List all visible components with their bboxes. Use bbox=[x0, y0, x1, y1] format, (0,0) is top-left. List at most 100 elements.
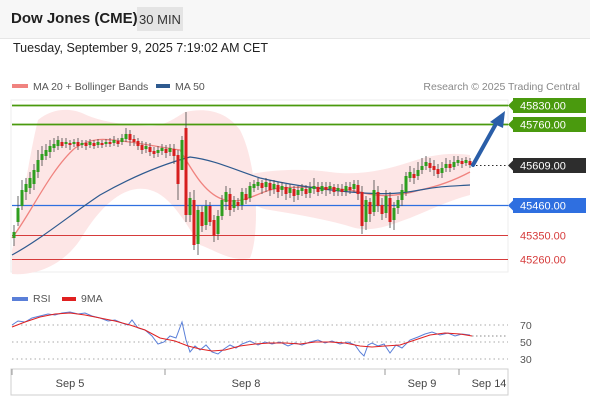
candle-body bbox=[336, 188, 340, 191]
level-label-45830.00: 45830.00 bbox=[520, 101, 566, 113]
candle-body bbox=[88, 142, 92, 145]
candle-body bbox=[152, 151, 156, 154]
candle-body bbox=[148, 147, 152, 152]
candle-body bbox=[20, 190, 24, 206]
candle-body bbox=[104, 142, 108, 144]
rsi-line bbox=[11, 311, 471, 357]
candle-body bbox=[200, 212, 204, 226]
candle-body bbox=[372, 190, 376, 212]
ma50-line bbox=[11, 156, 471, 256]
candle-body bbox=[216, 216, 220, 234]
candle-body bbox=[264, 182, 268, 187]
candle-body bbox=[44, 150, 48, 156]
candle-body bbox=[284, 187, 288, 194]
candle-body bbox=[80, 143, 84, 145]
candle-body bbox=[396, 200, 400, 208]
ma9-legend-label: 9MA bbox=[81, 293, 103, 305]
candle-body bbox=[236, 202, 240, 206]
candle-body bbox=[208, 206, 212, 222]
candle-body bbox=[468, 161, 472, 165]
level-label-45609.00: 45609.00 bbox=[520, 161, 566, 173]
chart-header: Dow Jones (CME) 30 MIN bbox=[0, 0, 590, 39]
candle-body bbox=[400, 190, 404, 200]
price-panel-frame bbox=[10, 99, 509, 273]
candle-body bbox=[140, 145, 144, 150]
candle-body bbox=[164, 149, 168, 153]
candle-body bbox=[124, 134, 128, 139]
bollinger-band-left bbox=[12, 109, 256, 275]
candle-body bbox=[300, 188, 304, 191]
candle-body bbox=[364, 200, 368, 222]
candle-body bbox=[112, 140, 116, 143]
candle-body bbox=[52, 144, 56, 148]
ma20-legend-swatch bbox=[12, 84, 28, 88]
ma9-legend-swatch bbox=[62, 297, 76, 301]
level-box-45460.00 bbox=[513, 198, 586, 213]
candle-body bbox=[32, 170, 36, 184]
candle-body bbox=[108, 142, 112, 144]
ma50-legend-swatch bbox=[156, 84, 170, 88]
candle-body bbox=[280, 186, 284, 190]
candle-body bbox=[144, 146, 148, 149]
candle-body bbox=[436, 169, 440, 174]
ma20-legend-label: MA 20 + Bollinger Bands bbox=[33, 81, 148, 93]
candle-body bbox=[120, 138, 124, 142]
candle-body bbox=[312, 186, 316, 189]
candle-body bbox=[184, 128, 188, 215]
candle-body bbox=[288, 188, 292, 193]
candle-body bbox=[224, 192, 228, 202]
candle-body bbox=[408, 172, 412, 178]
level-box-pointer bbox=[508, 160, 513, 171]
level-labels: 45830.00 45760.00 45609.00 45460.00 45350.00… bbox=[508, 98, 586, 267]
candle-body bbox=[172, 149, 176, 156]
rsi-50-label: 50 bbox=[520, 337, 532, 349]
candle-body bbox=[16, 208, 20, 222]
instrument-title: Dow Jones (CME) bbox=[11, 10, 138, 27]
candle-body bbox=[156, 150, 160, 153]
forecast-arrow-head bbox=[490, 111, 505, 128]
candle-body bbox=[244, 194, 248, 200]
candle-body bbox=[348, 187, 352, 190]
candle-body bbox=[412, 174, 416, 178]
candle-body bbox=[316, 187, 320, 192]
candle-body bbox=[48, 146, 52, 152]
candle-body bbox=[40, 154, 44, 160]
candle-body bbox=[424, 162, 428, 166]
candle-body bbox=[384, 196, 388, 213]
candle-body bbox=[252, 184, 256, 188]
candle-body bbox=[352, 184, 356, 189]
candle-body bbox=[240, 192, 244, 205]
candle-body bbox=[64, 142, 68, 144]
candle-body bbox=[24, 184, 28, 192]
candlesticks bbox=[12, 112, 472, 255]
candle-body bbox=[128, 134, 132, 140]
candle-body bbox=[420, 166, 424, 170]
candle-body bbox=[60, 142, 64, 146]
level-box-45760.00 bbox=[513, 117, 586, 132]
candle-body bbox=[308, 188, 312, 193]
rsi-legend-label: RSI bbox=[33, 293, 51, 305]
candle-body bbox=[268, 183, 272, 190]
ma9-line bbox=[11, 312, 473, 352]
candle-body bbox=[76, 142, 80, 146]
level-label-45460.00: 45460.00 bbox=[520, 201, 566, 213]
level-box-pointer bbox=[508, 100, 513, 111]
candle-body bbox=[464, 160, 468, 163]
candle-body bbox=[304, 189, 308, 194]
candle-body bbox=[272, 184, 276, 189]
candle-body bbox=[344, 186, 348, 191]
candle-body bbox=[28, 178, 32, 188]
interval-button[interactable]: 30 MIN bbox=[137, 7, 183, 31]
candle-body bbox=[12, 232, 16, 238]
level-lines bbox=[12, 104, 508, 260]
candle-body bbox=[292, 189, 296, 196]
candle-body bbox=[176, 155, 180, 184]
x-label-sep9: Sep 9 bbox=[408, 378, 437, 390]
rsi-30-label: 30 bbox=[520, 354, 532, 366]
level-box-45830.00 bbox=[513, 98, 586, 113]
x-label-sep8: Sep 8 bbox=[232, 378, 261, 390]
candle-body bbox=[416, 170, 420, 176]
candle-body bbox=[340, 189, 344, 192]
candle-body bbox=[228, 194, 232, 210]
